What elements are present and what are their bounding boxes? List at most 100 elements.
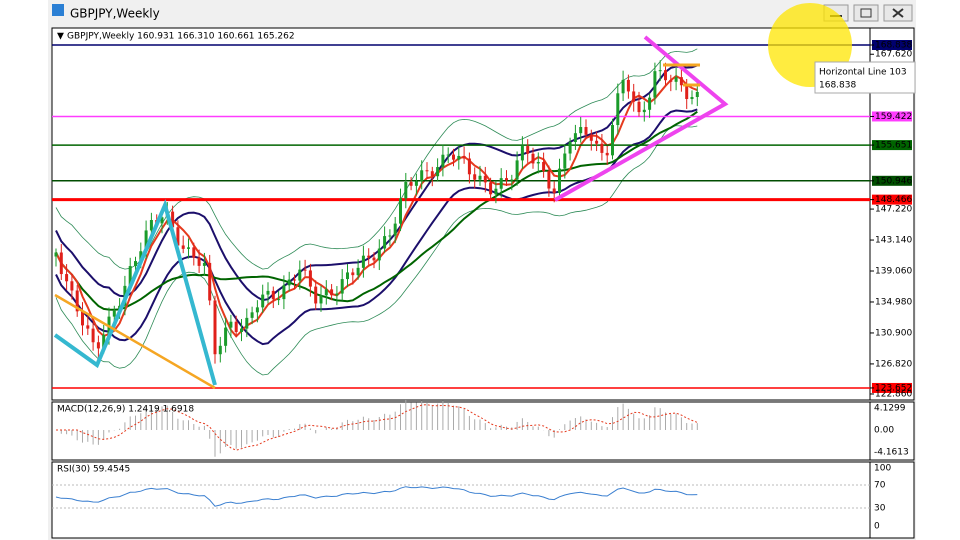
price-label: 147.220 xyxy=(875,205,912,215)
candle-body xyxy=(536,161,540,164)
candle-body xyxy=(388,235,392,237)
candle-body xyxy=(234,321,238,332)
candle-body xyxy=(611,125,614,156)
candle-body xyxy=(202,262,206,266)
candle-body xyxy=(579,127,583,134)
header-marker: ▼ xyxy=(57,32,64,42)
candle-body xyxy=(266,290,270,295)
price-label: 134.980 xyxy=(875,297,912,307)
candle-body xyxy=(250,312,254,318)
candle-body xyxy=(308,270,312,287)
candle-body xyxy=(473,174,477,180)
price-label-box xyxy=(872,382,912,393)
candle-body xyxy=(399,198,402,224)
candle-body xyxy=(510,179,514,181)
candle-body xyxy=(335,293,339,296)
candle-body xyxy=(584,127,588,135)
rsi-scale-label: 100 xyxy=(874,464,891,474)
candle-body xyxy=(552,188,556,193)
candle-body xyxy=(271,290,275,300)
candle-body xyxy=(547,171,551,189)
window-icon xyxy=(52,4,64,16)
candle-body xyxy=(245,317,249,329)
candle-body xyxy=(685,85,689,100)
candle-body xyxy=(70,281,74,291)
candle-body xyxy=(340,279,344,294)
candle-body xyxy=(187,247,190,249)
rsi-panel xyxy=(51,461,871,539)
candle-body xyxy=(568,141,572,154)
candle-body xyxy=(489,182,493,195)
candle-body xyxy=(171,211,175,228)
candle-body xyxy=(96,342,100,349)
slow-moving-average xyxy=(55,110,698,311)
candle-body xyxy=(213,300,217,355)
candle-body xyxy=(648,97,652,110)
candle-body xyxy=(674,77,678,82)
candle-body xyxy=(298,269,302,281)
candle-body xyxy=(632,91,636,102)
candle-body xyxy=(664,70,667,81)
candle-body xyxy=(229,321,233,328)
price-label-box xyxy=(872,140,912,151)
candle-body xyxy=(319,295,323,304)
outer-band-lower xyxy=(55,125,698,376)
candle-body xyxy=(658,70,662,72)
cyan-trend-line xyxy=(53,198,217,386)
candle-body xyxy=(91,328,95,343)
candle-body xyxy=(499,178,503,189)
candle-body xyxy=(330,289,334,296)
price-label: 150.946 xyxy=(875,176,912,186)
price-label: 122.860 xyxy=(875,389,912,399)
macd-scale-label: 4.1299 xyxy=(874,404,906,414)
candle-body xyxy=(589,134,593,141)
macd-axis xyxy=(869,401,915,461)
candle-body xyxy=(420,170,424,182)
candle-body xyxy=(669,80,673,82)
candle-body xyxy=(139,251,143,262)
candle-body xyxy=(600,143,604,153)
candle-body xyxy=(218,345,222,355)
candle-body xyxy=(324,289,328,296)
candle-body xyxy=(595,140,599,144)
candle-body xyxy=(520,146,524,161)
macd-signal xyxy=(56,404,698,451)
candle-body xyxy=(626,79,630,92)
candle-body xyxy=(208,262,212,301)
price-label-box xyxy=(872,111,912,122)
price-label: 159.422 xyxy=(875,112,912,122)
candle-body xyxy=(531,153,535,164)
candle-body xyxy=(261,294,265,308)
price-label: 126.820 xyxy=(875,359,912,369)
candle-body xyxy=(478,175,482,180)
candle-body xyxy=(128,266,132,286)
candle-body xyxy=(255,307,259,313)
candle-body xyxy=(393,223,397,236)
candle-body xyxy=(383,236,387,249)
candle-body xyxy=(149,219,153,231)
tooltip-price: 168.838 xyxy=(819,81,856,91)
price-label: 168.838 xyxy=(875,41,912,51)
rsi-scale-label: 0 xyxy=(874,522,880,532)
candle-body xyxy=(102,334,106,349)
candle-body xyxy=(404,182,408,199)
candle-body xyxy=(462,155,466,159)
candle-body xyxy=(54,252,58,257)
candle-body xyxy=(563,153,567,169)
restore-button[interactable] xyxy=(853,4,879,22)
candle-body xyxy=(467,158,471,175)
price-label: 123.652 xyxy=(875,383,912,393)
rsi-scale-label: 70 xyxy=(874,481,886,491)
candle-body xyxy=(65,274,69,282)
tooltip-name: Horizontal Line 103 xyxy=(819,68,907,78)
candle-body xyxy=(86,325,90,329)
rsi-axis xyxy=(869,461,915,539)
tooltip xyxy=(814,61,916,94)
rsi-label: RSI(30) 59.4545 xyxy=(57,465,130,475)
candle-body xyxy=(346,272,349,280)
price-label: 148.466 xyxy=(875,195,912,205)
close-icon xyxy=(892,8,904,18)
